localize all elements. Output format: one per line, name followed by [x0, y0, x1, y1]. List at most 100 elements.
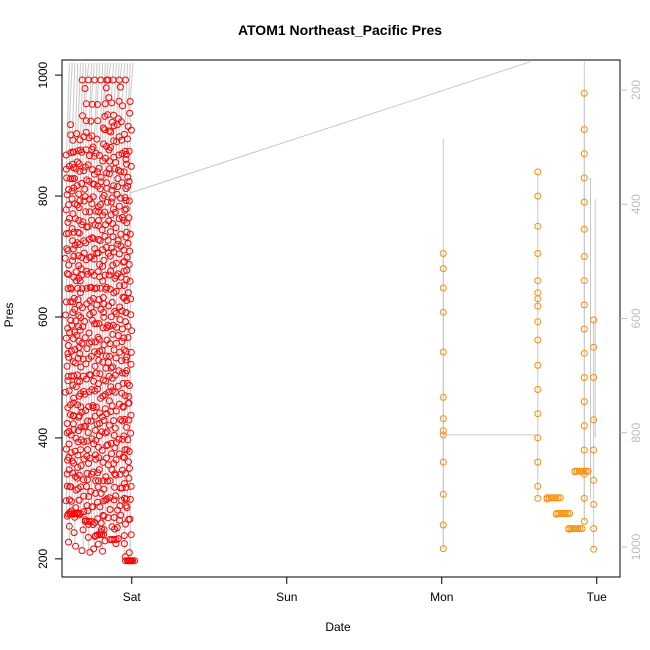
trace-segment [85, 62, 90, 89]
data-point [100, 417, 108, 424]
data-point [112, 492, 120, 500]
data-point [87, 517, 95, 525]
data-point [121, 520, 129, 528]
data-point [106, 352, 113, 360]
data-point [590, 446, 598, 454]
data-point [112, 456, 120, 464]
data-point [102, 243, 110, 251]
data-point [93, 101, 101, 108]
trace-segment [102, 62, 106, 130]
data-point [66, 496, 73, 504]
data-point [82, 256, 90, 264]
data-point [93, 135, 101, 143]
data-point [120, 532, 128, 540]
data-point [129, 557, 137, 565]
data-point [84, 507, 92, 515]
data-point [439, 427, 447, 435]
data-point [121, 446, 129, 454]
data-point [103, 454, 110, 462]
data-point [106, 477, 114, 485]
y-right-tick-label-200: 200 [629, 80, 643, 100]
data-point [65, 261, 73, 269]
data-point [112, 354, 120, 362]
data-point [590, 374, 598, 381]
data-point [80, 438, 88, 446]
data-point [118, 179, 126, 187]
trace-segment [66, 62, 70, 154]
trace-segment [88, 62, 92, 138]
data-point [111, 165, 119, 173]
data-point [120, 346, 128, 354]
data-point [74, 228, 82, 236]
data-point [77, 462, 85, 470]
data-point [72, 510, 80, 517]
data-point [63, 482, 71, 490]
data-point [106, 252, 114, 260]
data-point [90, 255, 98, 263]
data-point [115, 215, 123, 223]
data-point [101, 100, 109, 108]
data-point [108, 536, 116, 543]
trace-segment [124, 62, 128, 137]
data-point [439, 250, 447, 257]
data-point [82, 208, 90, 216]
data-point [115, 367, 123, 375]
data-point [84, 223, 92, 231]
data-point [65, 387, 73, 395]
data-point [62, 334, 70, 342]
data-point [125, 549, 133, 557]
data-point [100, 191, 108, 199]
data-point [554, 494, 562, 502]
data-point [125, 147, 133, 155]
data-point [121, 392, 129, 400]
data-point [70, 459, 77, 467]
y-right-tick-label-800: 800 [629, 422, 643, 442]
trace-segment [80, 62, 84, 138]
data-point [125, 474, 133, 482]
data-point [534, 458, 542, 466]
data-point [571, 525, 579, 533]
data-point [83, 284, 91, 292]
data-point [561, 510, 569, 517]
data-point [110, 460, 118, 467]
data-point [108, 99, 116, 107]
data-point [101, 208, 109, 216]
data-point [86, 152, 93, 160]
data-point [128, 327, 136, 335]
data-point [122, 469, 130, 477]
data-point [86, 311, 94, 318]
data-point [78, 408, 86, 416]
data-point [100, 531, 108, 539]
data-point [91, 412, 99, 420]
data-point [82, 117, 90, 125]
data-point [120, 334, 128, 342]
data-point [71, 305, 79, 313]
y-tick-label-400: 400 [36, 428, 50, 448]
data-point [88, 132, 96, 140]
data-point [76, 350, 84, 358]
data-point [62, 497, 70, 505]
data-point [120, 454, 128, 462]
data-point [127, 411, 135, 419]
data-point [100, 256, 108, 264]
x-axis-label: Date [325, 620, 351, 634]
data-point [126, 230, 134, 238]
data-point [119, 403, 127, 411]
data-point [105, 94, 113, 102]
data-point [92, 369, 100, 377]
y-tick-label-200: 200 [36, 549, 50, 569]
data-point [102, 364, 110, 372]
data-point [82, 239, 90, 247]
data-point [78, 547, 86, 555]
data-point [74, 252, 82, 260]
data-point [80, 476, 88, 484]
data-point [96, 185, 104, 193]
data-point [98, 428, 106, 436]
data-point [121, 194, 129, 202]
data-point [77, 403, 85, 411]
data-point [122, 356, 130, 364]
data-point [105, 302, 113, 310]
data-point [580, 174, 588, 182]
data-point [580, 494, 588, 502]
data-point [119, 258, 127, 266]
